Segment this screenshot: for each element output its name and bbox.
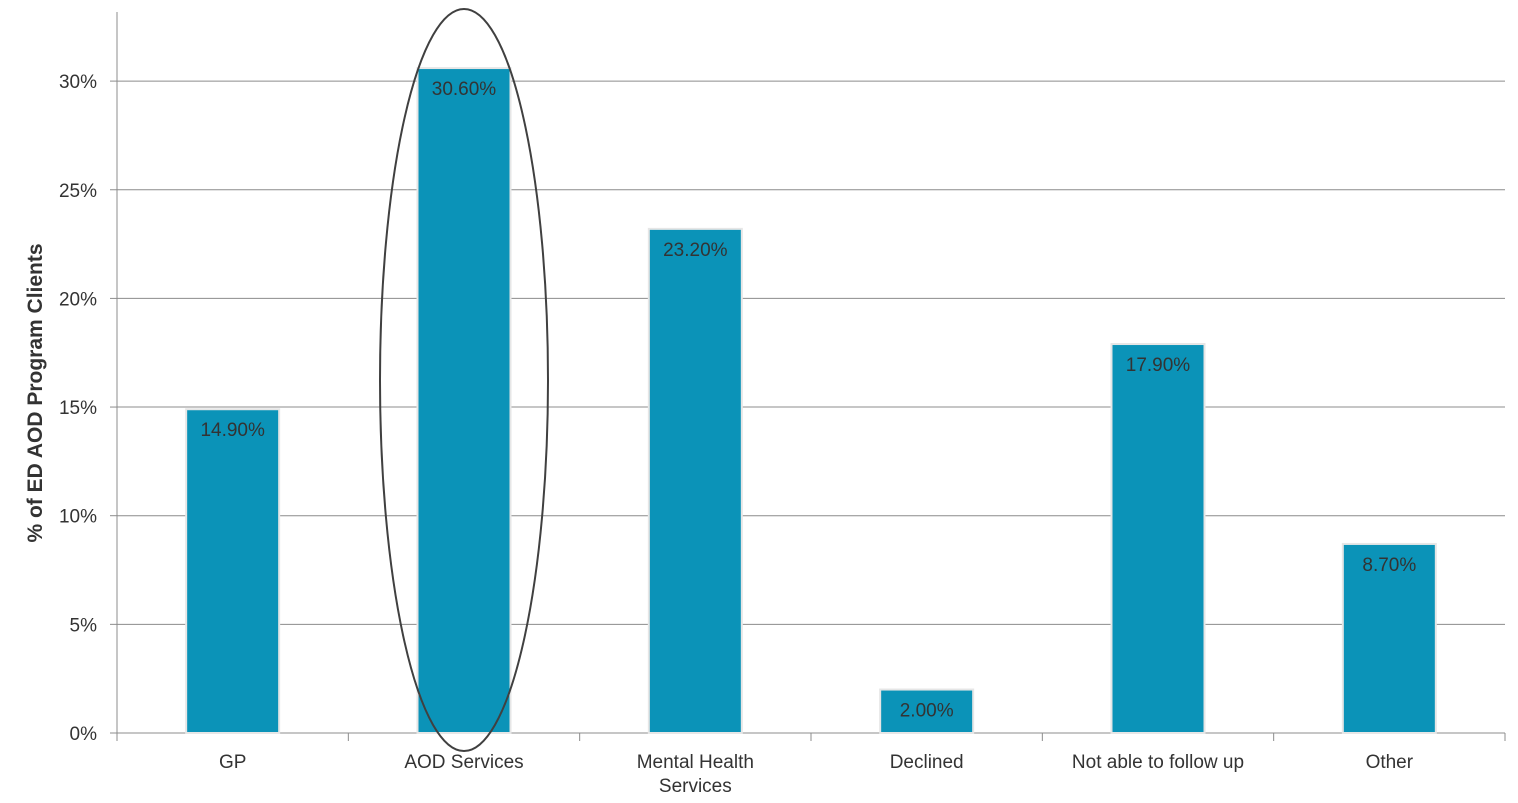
x-tick-label-line: Other bbox=[1366, 752, 1414, 773]
x-tick-label: GP bbox=[219, 752, 246, 773]
bar-gp bbox=[186, 409, 279, 733]
data-label: 23.20% bbox=[663, 240, 728, 261]
y-axis-label: % of ED AOD Program Clients bbox=[24, 243, 47, 542]
data-labels: 14.90% 30.60% 23.20% 2.00% 17.90% 8.70% bbox=[200, 79, 1416, 721]
y-tick-label: 5% bbox=[70, 615, 98, 636]
x-tick-label-line: Mental Health bbox=[637, 752, 754, 773]
bar-aod-services bbox=[418, 68, 511, 733]
y-tick-label: 15% bbox=[59, 398, 97, 419]
x-tick-label: AOD Services bbox=[404, 752, 523, 773]
y-tick-label: 30% bbox=[59, 72, 97, 93]
x-tick-label-line: Not able to follow up bbox=[1072, 752, 1244, 773]
gridlines bbox=[117, 81, 1505, 624]
y-tick-label: 25% bbox=[59, 181, 97, 202]
x-tick-label: Declined bbox=[890, 752, 964, 773]
x-tick-label-line: GP bbox=[219, 752, 246, 773]
y-tick-label: 20% bbox=[59, 289, 97, 310]
data-label: 30.60% bbox=[432, 79, 497, 100]
x-tick-label-line: Services bbox=[659, 776, 732, 797]
x-tick-label: Not able to follow up bbox=[1072, 752, 1244, 773]
bar-not-able-to-follow-up bbox=[1112, 344, 1205, 733]
data-label: 2.00% bbox=[900, 701, 954, 722]
x-tick-label-line: Declined bbox=[890, 752, 964, 773]
data-label: 17.90% bbox=[1126, 355, 1191, 376]
data-label: 14.90% bbox=[200, 420, 265, 441]
x-tick-label: Mental Health Services bbox=[637, 752, 754, 797]
y-tick-label: 0% bbox=[70, 724, 98, 745]
bars bbox=[186, 68, 1436, 733]
x-tick-label: Other bbox=[1366, 752, 1414, 773]
data-label: 8.70% bbox=[1362, 555, 1416, 576]
bar-mental-health-services bbox=[649, 229, 742, 733]
y-tick-label: 10% bbox=[59, 507, 97, 528]
x-tick-label-line: AOD Services bbox=[404, 752, 523, 773]
